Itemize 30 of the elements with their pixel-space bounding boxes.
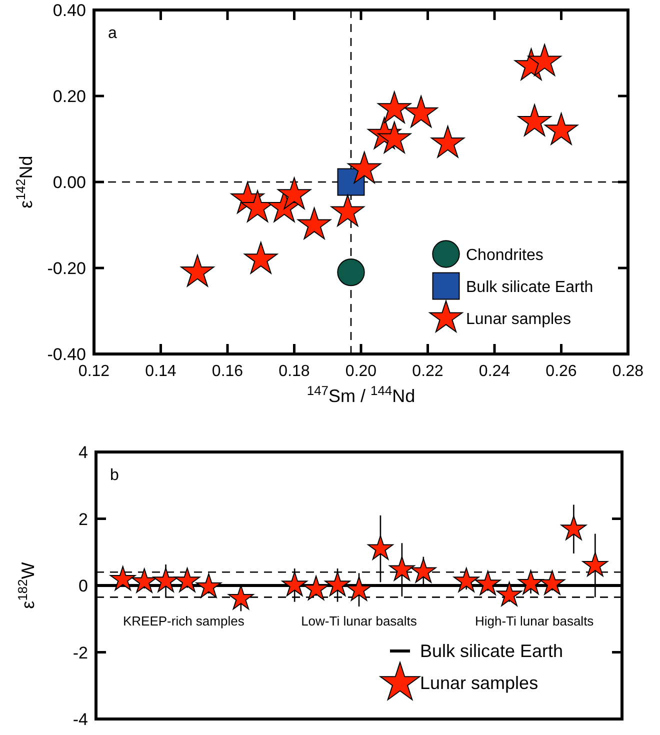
legend-label: Lunar samples — [420, 673, 538, 693]
x-axis-title: $^{147}$Sm / $^{144}$Nd — [306, 382, 416, 406]
annotation: b — [110, 467, 119, 484]
legend-label: Chondrites — [466, 247, 544, 264]
y-tick-label: -0.40 — [47, 345, 86, 364]
x-tick-label: 0.18 — [278, 363, 310, 380]
annotation: Low-Ti lunar basalts — [301, 614, 418, 629]
y-tick-label: 0 — [78, 576, 88, 596]
y-tick-label: 2 — [78, 510, 88, 529]
annotation: a — [108, 25, 117, 42]
legend-label: Lunar samples — [466, 311, 571, 328]
legend-label: Bulk silicate Earth — [420, 641, 564, 661]
x-tick-label: 0.12 — [78, 363, 110, 380]
y-tick-label: 4 — [78, 443, 88, 462]
x-tick-label: 0.20 — [345, 363, 377, 380]
x-tick-label: 0.28 — [612, 363, 644, 380]
y-tick-label: 0.20 — [52, 87, 86, 106]
x-tick-label: 0.22 — [412, 363, 444, 380]
y-tick-label: 0.40 — [52, 1, 86, 20]
annotation: KREEP-rich samples — [122, 614, 245, 629]
annotation: High-Ti lunar basalts — [474, 614, 594, 629]
y-tick-label: -0.20 — [47, 259, 86, 278]
y-tick-label: -2 — [72, 643, 88, 662]
x-tick-label: 0.14 — [145, 363, 176, 380]
legend-label: Bulk silicate Earth — [466, 279, 594, 296]
x-tick-label: 0.24 — [478, 363, 510, 380]
x-tick-label: 0.16 — [212, 363, 244, 380]
y-tick-label: -4 — [72, 710, 88, 729]
y-tick-label: 0.00 — [52, 173, 86, 192]
x-tick-label: 0.26 — [546, 363, 577, 380]
